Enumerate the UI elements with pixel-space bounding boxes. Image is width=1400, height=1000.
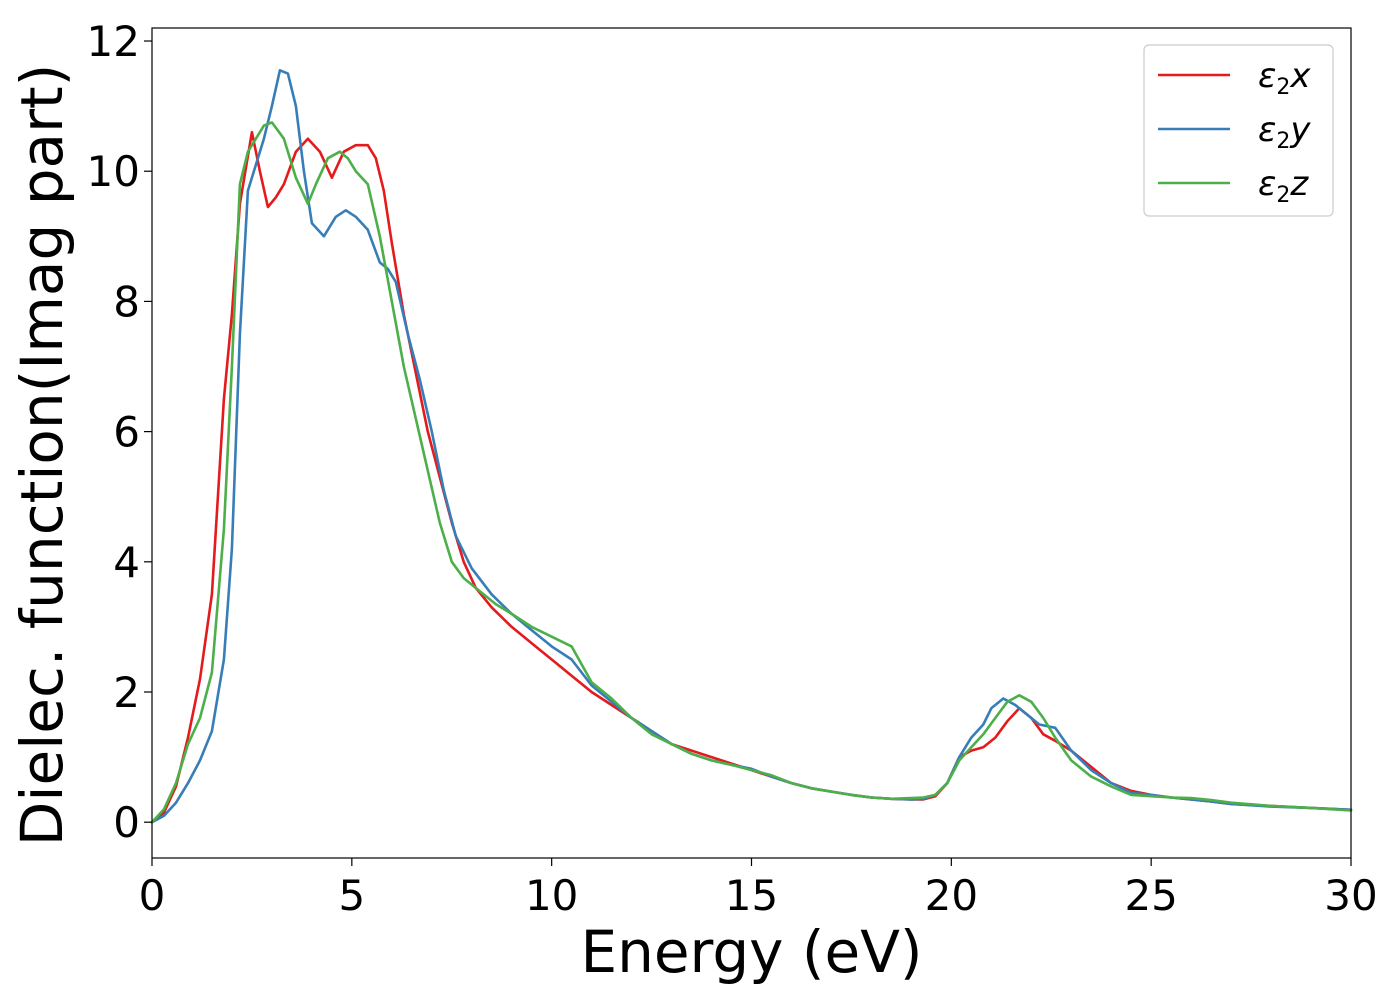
y-tick-label: 2 (113, 668, 140, 717)
x-tick-label: 0 (139, 871, 166, 920)
legend: ε2x ε2y ε2z (1143, 44, 1334, 217)
y-tick-label: 0 (113, 798, 140, 847)
x-axis-title: Energy (eV) (580, 918, 922, 986)
y-tick-label: 6 (113, 408, 140, 457)
x-tick-label: 30 (1324, 871, 1377, 920)
x-tick-label: 15 (725, 871, 778, 920)
y-tick-label: 10 (87, 147, 140, 196)
x-tick-label: 20 (925, 871, 978, 920)
x-tick-label: 25 (1124, 871, 1177, 920)
legend-label-z: ε2z (1258, 164, 1309, 208)
x-tick-label: 5 (338, 871, 365, 920)
y-tick-label: 12 (87, 17, 140, 66)
y-axis-title: Dielec. function(Imag part) (8, 64, 76, 847)
ticks-layer: 0 5 10 15 20 25 30 0 2 4 6 8 10 12 (87, 17, 1378, 920)
series-layer (150, 69, 1353, 824)
legend-label-y: ε2y (1258, 110, 1311, 154)
y-tick-label: 4 (113, 538, 140, 587)
y-tick-label: 8 (113, 277, 140, 326)
series-line-z (150, 121, 1353, 824)
legend-label-x: ε2x (1258, 56, 1311, 100)
x-tick-label: 10 (525, 871, 578, 920)
legend-box (1143, 44, 1334, 217)
